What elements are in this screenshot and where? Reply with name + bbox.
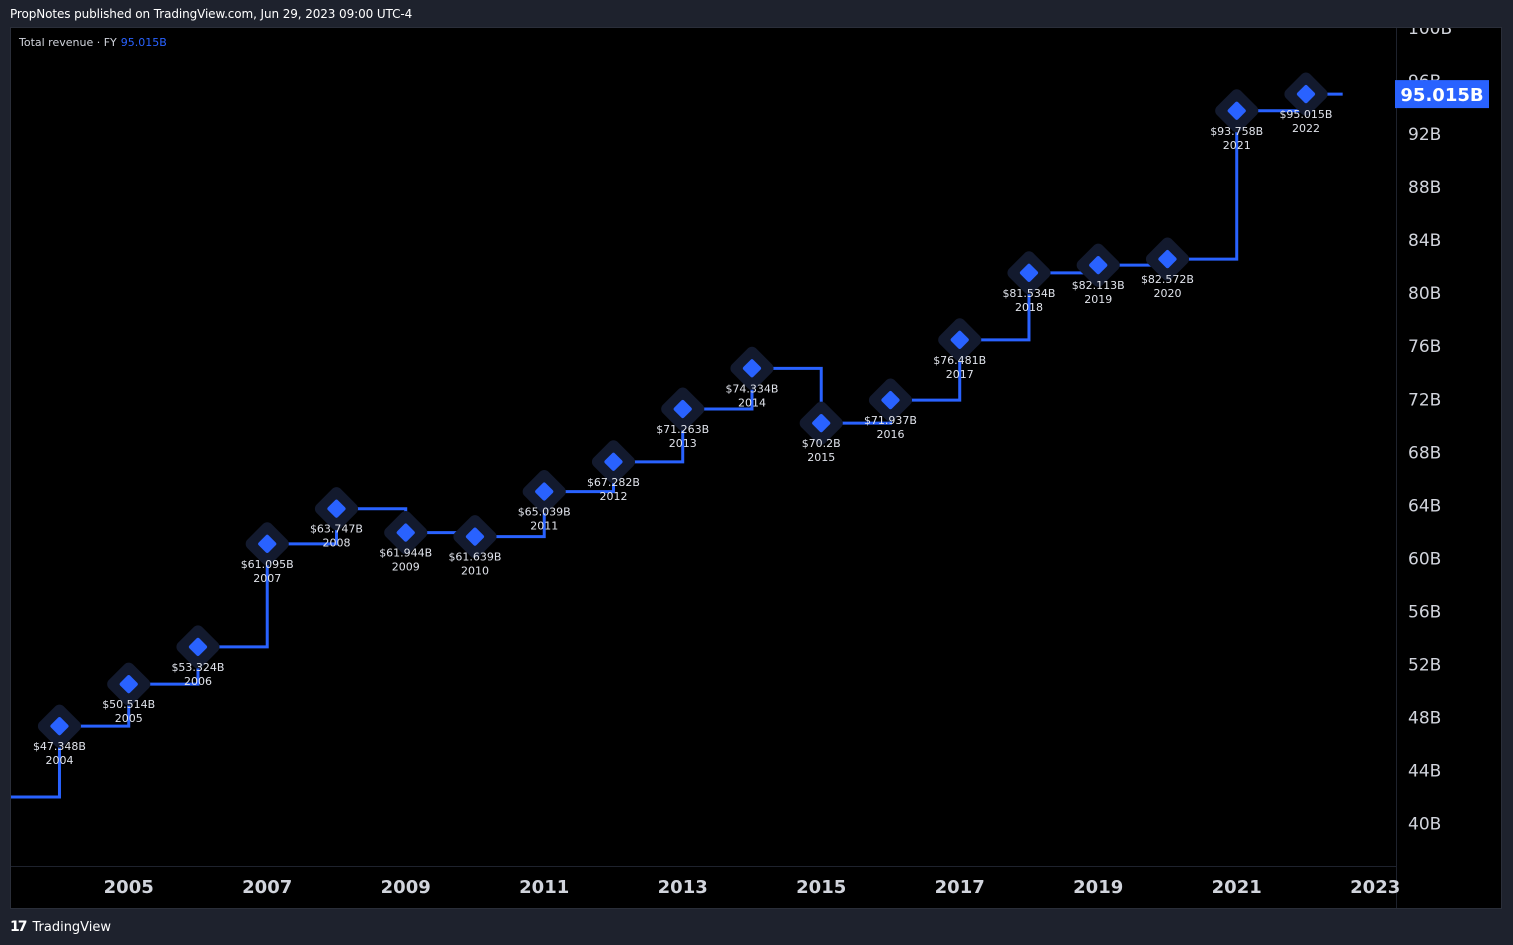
x-tick-label: 2011 [519, 877, 569, 898]
data-label-value: $74.334B [725, 382, 778, 395]
data-point-marker [1158, 250, 1177, 269]
footer-branding: 17 TradingView [10, 919, 111, 935]
data-label-year: 2008 [322, 537, 350, 550]
data-point-marker [465, 527, 485, 546]
last-value-tag-text: 95.015B [1400, 85, 1483, 106]
y-tick-label: 80B [1408, 284, 1441, 304]
data-label-value: $65.039B [518, 506, 571, 519]
x-tick-label: 2021 [1212, 877, 1262, 898]
data-label-value: $82.572B [1141, 273, 1194, 286]
data-label-year: 2016 [876, 428, 904, 441]
data-label-value: $82.113B [1072, 279, 1125, 292]
x-tick-label: 2017 [935, 877, 985, 898]
x-tick-label: 2009 [381, 877, 431, 898]
legend-label: Total revenue · FY [19, 36, 117, 49]
data-label-year: 2004 [45, 754, 73, 767]
data-label-value: $81.534B [1002, 287, 1055, 300]
data-label-year: 2013 [669, 437, 697, 450]
x-tick-label: 2013 [658, 877, 708, 898]
y-tick-label: 88B [1408, 178, 1441, 198]
data-label-value: $47.348B [33, 740, 86, 753]
data-point-marker [50, 717, 69, 736]
data-point-marker [188, 637, 208, 656]
y-tick-label: 68B [1408, 443, 1441, 463]
data-label-value: $67.282B [587, 476, 640, 489]
y-tick-label: 40B [1408, 815, 1441, 835]
x-tick-label: 2023 [1350, 877, 1400, 898]
data-point-marker [396, 523, 415, 542]
data-point-marker [673, 399, 692, 419]
data-point-marker [881, 391, 900, 410]
data-label-year: 2012 [599, 490, 627, 503]
data-label-year: 2017 [946, 368, 974, 381]
y-tick-label: 76B [1408, 337, 1441, 357]
data-label-year: 2019 [1084, 293, 1112, 306]
tradingview-logo-icon: 17 [10, 919, 28, 935]
data-label-value: $95.015B [1279, 108, 1332, 121]
footer-brand-text: TradingView [32, 919, 112, 935]
legend-value: 95.015B [120, 36, 167, 49]
data-label-year: 2006 [184, 675, 212, 688]
series-legend: Total revenue · FY 95.015B [19, 36, 167, 49]
data-point-marker [742, 359, 762, 378]
x-tick-label: 2015 [796, 877, 846, 898]
data-label-value: $76.481B [933, 354, 986, 367]
data-point-marker [1019, 263, 1039, 282]
data-point-marker [1296, 85, 1316, 104]
data-label-value: $70.2B [802, 437, 841, 450]
data-label-year: 2007 [253, 572, 281, 585]
x-tick-label: 2005 [104, 877, 154, 898]
data-label-value: $93.758B [1210, 125, 1263, 138]
data-label-value: $53.324B [171, 661, 224, 674]
data-point-marker [119, 675, 138, 694]
y-tick-label: 84B [1408, 231, 1441, 251]
revenue-step-chart: 40B 44B 48B 52B 56B 60B 64B 68B 72B 76B 80B 84B 88B 9… [11, 28, 1489, 908]
x-tick-label: 2007 [242, 877, 292, 898]
y-tick-label: 100B [1408, 28, 1452, 39]
data-point-marker [1089, 256, 1108, 275]
x-tick-label: 2019 [1073, 877, 1123, 898]
data-label-year: 2014 [738, 396, 766, 409]
y-tick-label: 52B [1408, 655, 1441, 675]
data-label-year: 2009 [392, 561, 420, 574]
data-label-value: $61.944B [379, 547, 432, 560]
y-tick-label: 92B [1408, 125, 1441, 145]
publish-header: PropNotes published on TradingView.com, … [10, 7, 413, 21]
chart-frame: 40B 44B 48B 52B 56B 60B 64B 68B 72B 76B 80B 84B 88B 9… [10, 27, 1502, 909]
y-tick-label: 56B [1408, 602, 1441, 622]
data-label-value: $50.514B [102, 698, 155, 711]
data-label-year: 2005 [115, 712, 143, 725]
data-label-value: $61.095B [241, 558, 294, 571]
data-label-year: 2018 [1015, 301, 1043, 314]
data-point-marker [1227, 101, 1246, 120]
data-point-marker [812, 414, 831, 433]
data-point-marker [258, 534, 277, 553]
data-label-year: 2020 [1153, 287, 1181, 300]
y-tick-label: 60B [1408, 549, 1441, 569]
data-label-year: 2011 [530, 520, 558, 533]
last-value-tag [1395, 80, 1489, 109]
data-label-value: $61.639B [448, 551, 501, 564]
data-point-marker [604, 452, 623, 471]
data-point-marker [535, 482, 554, 501]
data-point-marker [950, 330, 969, 349]
y-tick-label: 72B [1408, 390, 1441, 410]
data-label-value: $71.937B [864, 414, 917, 427]
data-label-value: $71.263B [656, 423, 709, 436]
data-label-year: 2015 [807, 451, 835, 464]
y-tick-label: 64B [1408, 496, 1441, 516]
data-label-year: 2022 [1292, 122, 1320, 135]
data-label-year: 2010 [461, 565, 489, 578]
data-point-marker [327, 499, 346, 518]
y-tick-label: 48B [1408, 708, 1441, 728]
data-label-year: 2021 [1223, 139, 1251, 152]
series-step-line [11, 92, 1343, 799]
data-label-value: $63.747B [310, 523, 363, 536]
y-tick-label: 44B [1408, 762, 1441, 782]
